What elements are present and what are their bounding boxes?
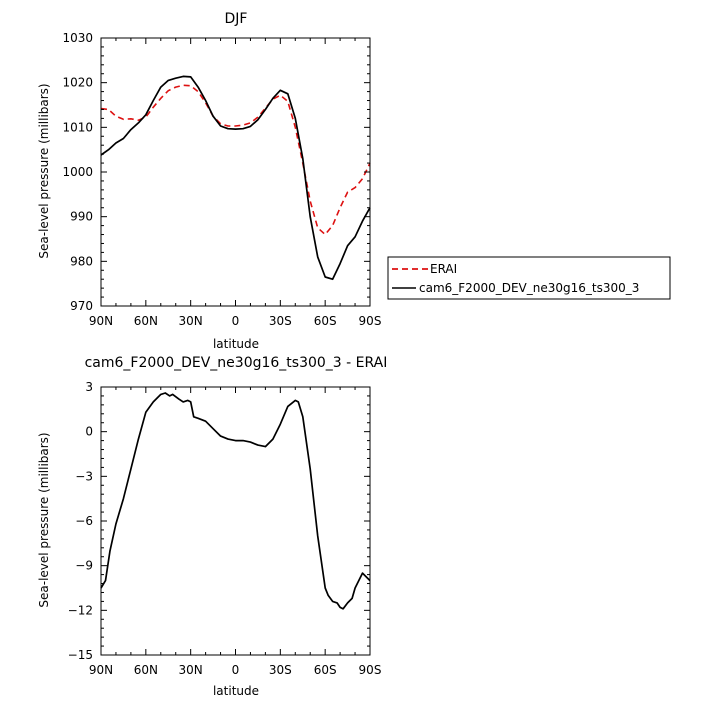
ytick-label-bottom: −6 [75,514,93,528]
ytick-label-top: 1010 [62,120,93,134]
series-line-bottom-0 [100,392,371,610]
chart-title-bottom: cam6_F2000_DEV_ne30g16_ts300_3 - ERAI [85,355,388,371]
chart-title-top: DJF [225,11,248,27]
legend-label-cam6: cam6_F2000_DEV_ne30g16_ts300_3 [419,281,639,295]
xtick-label-bottom: 30N [179,663,203,677]
xtick-label-top: 60N [134,314,158,328]
xtick-label-top: 90N [89,314,113,328]
legend-label-erai: ERAI [430,262,457,276]
legend: ERAI cam6_F2000_DEV_ne30g16_ts300_3 [387,256,671,300]
series-line-top-1 [100,75,371,281]
xtick-label-top: 0 [232,314,240,328]
xtick-label-top: 30N [179,314,203,328]
xtick-label-bottom: 60S [314,663,337,677]
xtick-label-top: 90S [359,314,382,328]
xtick-label-top: 30S [269,314,292,328]
plot-frame-top [100,37,371,307]
ytick-label-top: 1020 [62,76,93,90]
ylabel-bottom: Sea-level pressure (millibars) [37,432,51,607]
ytick-label-bottom: −9 [75,559,93,573]
ytick-label-bottom: 0 [85,425,93,439]
xtick-label-bottom: 30S [269,663,292,677]
xtick-label-bottom: 60N [134,663,158,677]
ytick-label-top: 1030 [62,31,93,45]
xtick-label-bottom: 90S [359,663,382,677]
ytick-label-bottom: −12 [68,603,93,617]
ytick-label-bottom: −15 [68,648,93,662]
legend-box [387,256,671,300]
series-line-top-0 [100,84,371,236]
ytick-label-top: 990 [70,210,93,224]
ytick-label-bottom: 3 [85,380,93,394]
xtick-label-bottom: 0 [232,663,240,677]
xtick-label-bottom: 90N [89,663,113,677]
top-panel-djf: DJF Sea-level pressure (millibars) latit… [37,11,381,351]
bottom-panel-difference: cam6_F2000_DEV_ne30g16_ts300_3 - ERAI Se… [37,355,387,698]
ytick-label-top: 1000 [62,165,93,179]
xtick-label-top: 60S [314,314,337,328]
ylabel-top: Sea-level pressure (millibars) [37,83,51,258]
ytick-label-top: 980 [70,254,93,268]
ytick-label-top: 970 [70,299,93,313]
xlabel-bottom: latitude [213,684,259,698]
ytick-label-bottom: −3 [75,469,93,483]
xlabel-top: latitude [213,337,259,351]
